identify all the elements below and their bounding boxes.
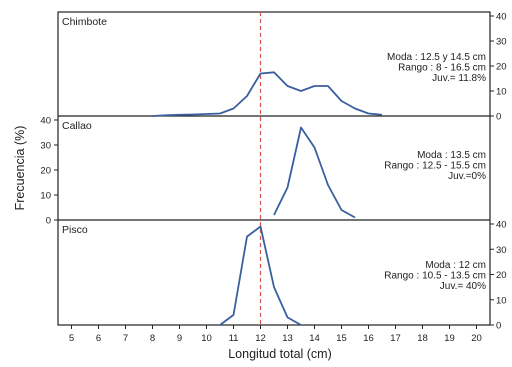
x-axis-label: Longitud total (cm)	[228, 347, 332, 361]
series-line-chimbote	[152, 71, 383, 117]
x-tick-label: 13	[282, 333, 293, 344]
y-tick-label: 20	[40, 166, 51, 177]
plot-frame	[57, 11, 491, 326]
series-group	[152, 71, 383, 326]
series-line-callao	[273, 126, 356, 219]
y-axis-label: Frecuencia (%)	[13, 126, 27, 211]
y-tick-label: 30	[40, 141, 51, 152]
panel-label-pisco: Pisco	[62, 224, 88, 236]
x-tick-label: 15	[336, 333, 347, 344]
y-tick-label: 20	[496, 62, 507, 73]
annotation-text: Rango : 12.5 - 15.5 cm	[384, 161, 486, 172]
y-tick-label: 0	[496, 321, 501, 332]
x-tick-label: 19	[444, 333, 455, 344]
x-tick-label: 6	[96, 333, 101, 344]
panel-label-group: Chimbote Callao Pisco	[62, 16, 107, 236]
annotation-text: Juv.=0%	[448, 171, 486, 182]
y-tick-label: 20	[496, 270, 507, 281]
panel-label-chimbote: Chimbote	[62, 16, 107, 28]
annotation-text: Juv.= 11.8%	[432, 73, 486, 84]
y-tick-label: 30	[496, 245, 507, 256]
series-line-pisco	[219, 225, 302, 326]
y-tick-label: 30	[496, 37, 507, 48]
x-tick-label: 10	[201, 333, 212, 344]
x-tick-label: 5	[69, 333, 74, 344]
panel-label-callao: Callao	[62, 120, 92, 132]
annotation-text: Juv.= 40%	[440, 281, 486, 292]
x-tick-label: 18	[417, 333, 428, 344]
y-tick-label: 40	[40, 116, 51, 127]
x-tick-label: 20	[471, 333, 482, 344]
y-tick-label: 40	[496, 12, 507, 23]
annotation-text: Moda : 13.5 cm	[417, 150, 486, 161]
x-tick-label: 12	[255, 333, 266, 344]
x-tick-label: 7	[123, 333, 128, 344]
tick-group: 5 6 7 8 9 10 11 12 13 14 15 16 17 18 19 20 0 10 20 30 40 0 10 2…	[40, 12, 506, 345]
y-tick-label: 40	[496, 220, 507, 231]
x-tick-label: 9	[177, 333, 182, 344]
x-tick-label: 11	[229, 333, 239, 344]
y-tick-label: 0	[496, 112, 501, 123]
annotation-text: Rango : 8 - 16.5 cm	[398, 63, 486, 74]
x-tick-label: 17	[390, 333, 401, 344]
y-tick-label: 0	[46, 216, 51, 227]
panel-frames	[57, 11, 491, 326]
annotation-text: Moda : 12 cm	[425, 260, 486, 271]
x-tick-label: 8	[150, 333, 155, 344]
x-tick-label: 16	[363, 333, 374, 344]
y-tick-label: 10	[40, 191, 51, 202]
x-tick-label: 14	[309, 333, 320, 344]
y-tick-label: 10	[496, 87, 507, 98]
annotation-text: Rango : 10.5 - 13.5 cm	[384, 271, 486, 282]
y-tick-label: 10	[496, 295, 507, 306]
annotation-text: Moda : 12.5 y 14.5 cm	[387, 52, 486, 63]
